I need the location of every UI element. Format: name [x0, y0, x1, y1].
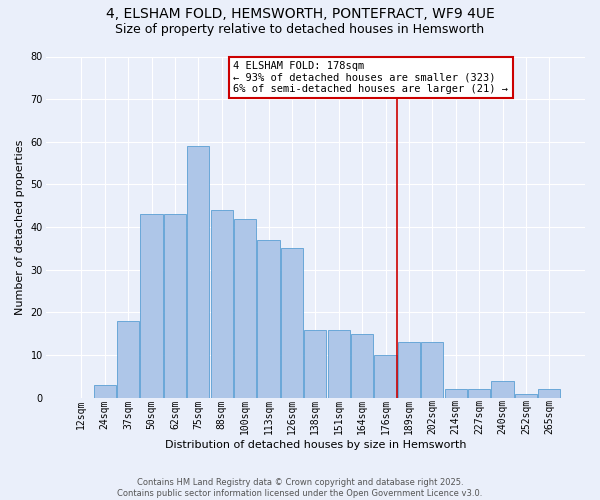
- Bar: [515, 394, 537, 398]
- Bar: [398, 342, 420, 398]
- Y-axis label: Number of detached properties: Number of detached properties: [15, 140, 25, 315]
- Text: Size of property relative to detached houses in Hemsworth: Size of property relative to detached ho…: [115, 22, 485, 36]
- X-axis label: Distribution of detached houses by size in Hemsworth: Distribution of detached houses by size …: [164, 440, 466, 450]
- Bar: [538, 390, 560, 398]
- Bar: [328, 330, 350, 398]
- Bar: [374, 355, 397, 398]
- Bar: [140, 214, 163, 398]
- Bar: [234, 218, 256, 398]
- Text: Contains HM Land Registry data © Crown copyright and database right 2025.
Contai: Contains HM Land Registry data © Crown c…: [118, 478, 482, 498]
- Text: 4, ELSHAM FOLD, HEMSWORTH, PONTEFRACT, WF9 4UE: 4, ELSHAM FOLD, HEMSWORTH, PONTEFRACT, W…: [106, 8, 494, 22]
- Bar: [187, 146, 209, 398]
- Bar: [211, 210, 233, 398]
- Bar: [445, 390, 467, 398]
- Bar: [468, 390, 490, 398]
- Bar: [164, 214, 186, 398]
- Bar: [421, 342, 443, 398]
- Bar: [351, 334, 373, 398]
- Bar: [94, 385, 116, 398]
- Bar: [491, 380, 514, 398]
- Bar: [281, 248, 303, 398]
- Bar: [117, 321, 139, 398]
- Bar: [257, 240, 280, 398]
- Bar: [304, 330, 326, 398]
- Text: 4 ELSHAM FOLD: 178sqm
← 93% of detached houses are smaller (323)
6% of semi-deta: 4 ELSHAM FOLD: 178sqm ← 93% of detached …: [233, 61, 508, 94]
